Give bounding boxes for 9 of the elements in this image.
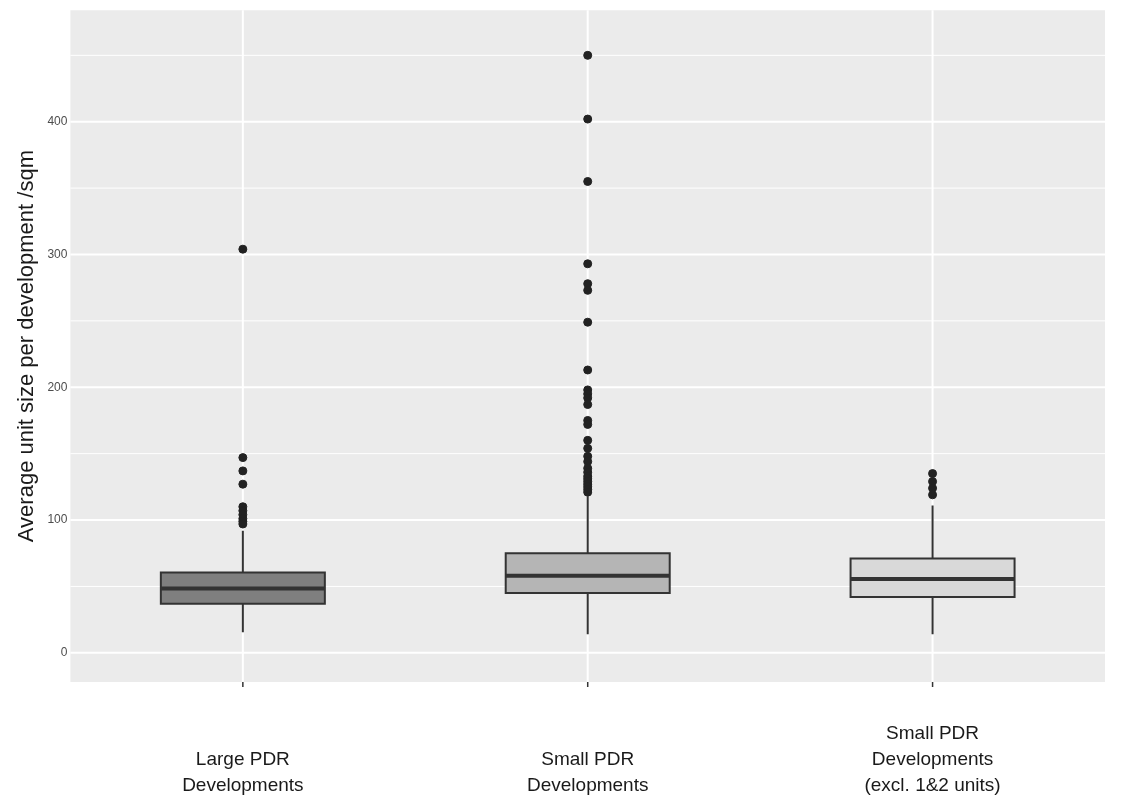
x-tick-label: Small PDR Developments	[526, 747, 649, 795]
x-tick-label: Large PDR Developments	[182, 747, 304, 795]
x-tick-label: Small PDR Developments (excl. 1&2 units)	[864, 721, 1001, 795]
y-tick-label: 200	[47, 379, 68, 394]
y-tick-label: 300	[47, 246, 68, 261]
y-tick-label: 100	[47, 512, 68, 527]
y-tick-label: 400	[47, 114, 68, 129]
y-axis-title: Average unit size per development /sqm	[13, 150, 39, 543]
y-tick-label: 0	[60, 645, 68, 660]
